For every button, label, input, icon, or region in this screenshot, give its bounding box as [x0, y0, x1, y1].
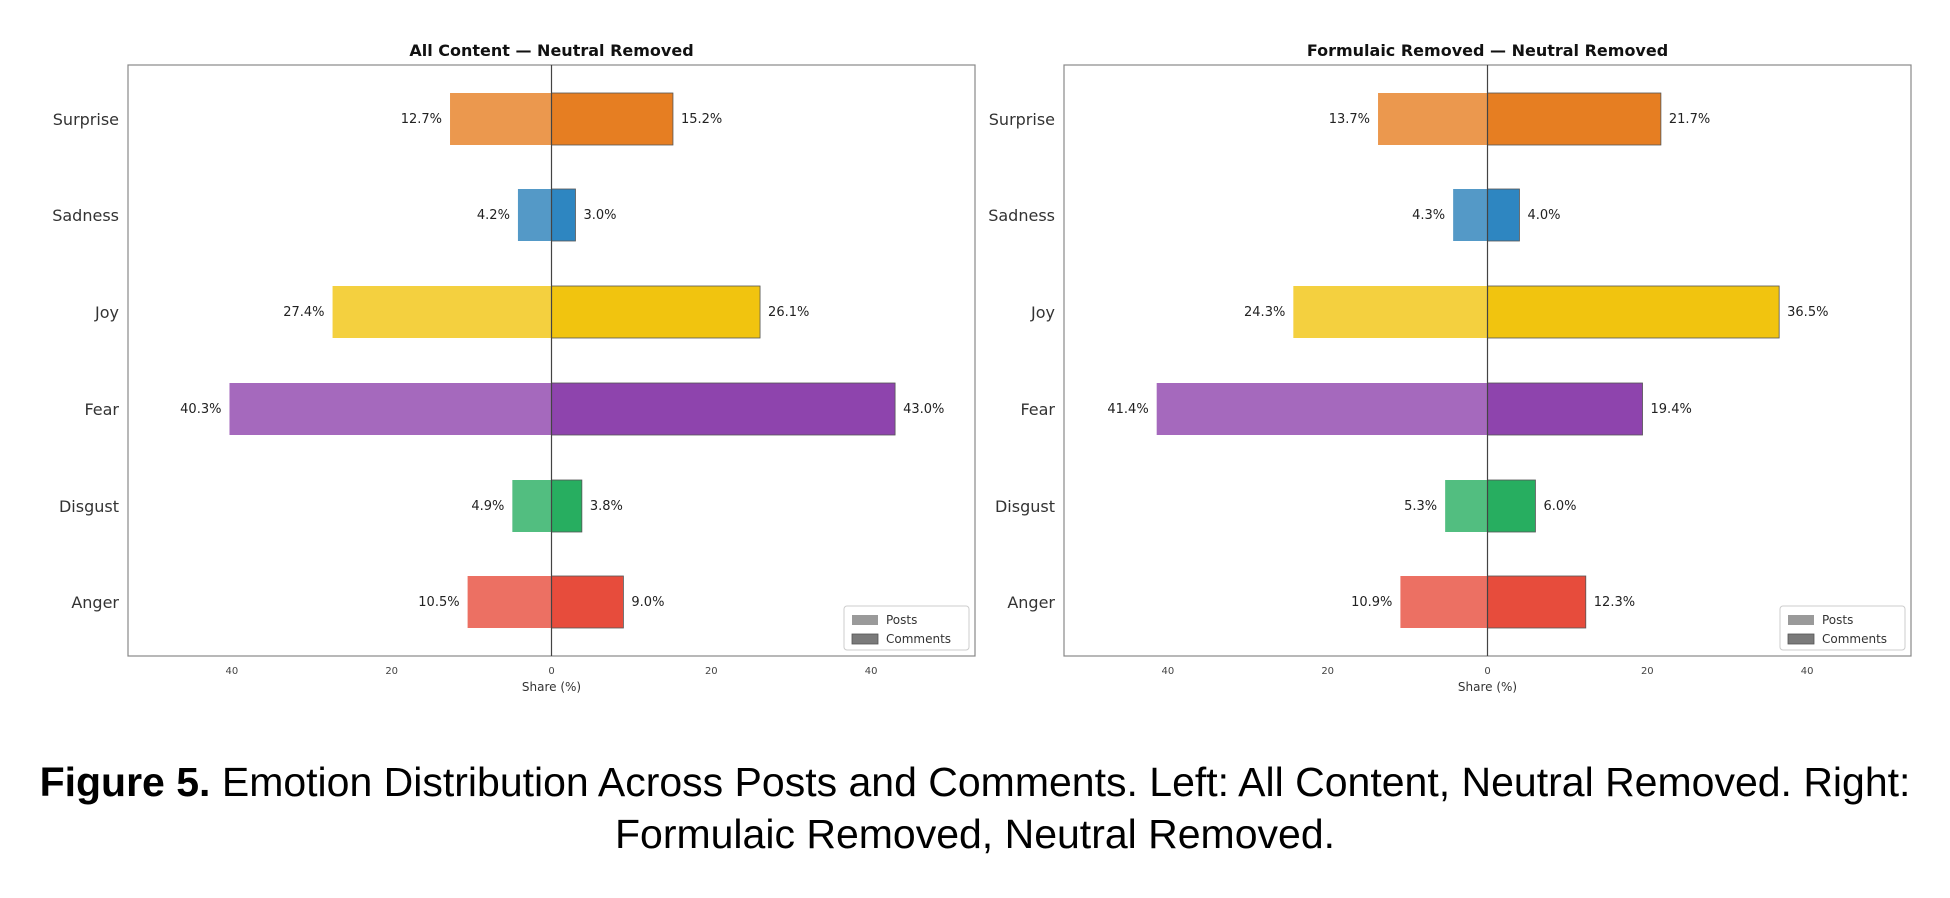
data-label-posts-fear: 41.4% [1107, 402, 1148, 417]
data-label-comments-surprise: 21.7% [1669, 112, 1710, 127]
data-label-posts-fear: 40.3% [180, 402, 221, 417]
chart-title: Formulaic Removed — Neutral Removed [1307, 41, 1668, 60]
bar-posts-disgust [512, 480, 552, 532]
caption-label: Figure 5. [39, 759, 211, 805]
bar-comments-anger [551, 575, 624, 629]
figure-charts: All Content — Neutral Removed 12.7% 15.2% S… [52, 41, 1912, 694]
legend-swatch-posts [852, 615, 878, 625]
data-label-posts-sadness: 4.2% [477, 208, 510, 223]
chart-panel-1: All Content — Neutral Removed 12.7% 15.2% S… [52, 41, 976, 694]
bar-posts-anger [1400, 576, 1488, 628]
data-label-comments-disgust: 6.0% [1543, 499, 1576, 514]
data-label-comments-sadness: 4.0% [1527, 208, 1560, 223]
y-tick-label-sadness: Sadness [988, 206, 1055, 225]
y-tick-label-anger: Anger [71, 593, 119, 612]
x-axis-label: Share (%) [1458, 680, 1517, 694]
y-tick-label-surprise: Surprise [989, 110, 1055, 129]
legend-label-posts: Posts [1822, 613, 1853, 627]
legend-label-comments: Comments [1822, 632, 1887, 646]
bar-comments-joy [551, 285, 761, 339]
legend-swatch-posts [1788, 615, 1814, 625]
data-label-posts-joy: 24.3% [1244, 305, 1285, 320]
x-tick-label: 40 [226, 666, 239, 677]
bar-comments-surprise [551, 92, 674, 146]
bar-posts-anger [467, 576, 552, 628]
x-tick-label: 20 [385, 666, 398, 677]
data-label-comments-joy: 26.1% [768, 305, 809, 320]
y-tick-label-disgust: Disgust [59, 497, 119, 516]
legend-swatch-comments [1787, 633, 1815, 645]
bar-comments-fear [551, 382, 896, 436]
bar-posts-surprise [450, 93, 552, 145]
legend: Posts Comments [1779, 605, 1906, 651]
bar-posts-sadness [517, 189, 552, 241]
y-tick-label-fear: Fear [1020, 400, 1055, 419]
x-tick-label: 40 [1162, 666, 1175, 677]
bar-posts-fear [229, 383, 552, 435]
bar-posts-surprise [1378, 93, 1488, 145]
y-tick-label-sadness: Sadness [52, 206, 119, 225]
data-label-comments-fear: 19.4% [1651, 402, 1692, 417]
bar-posts-disgust [1445, 480, 1488, 532]
data-label-posts-anger: 10.5% [418, 595, 459, 610]
data-label-posts-sadness: 4.3% [1412, 208, 1445, 223]
bar-comments-fear [1487, 382, 1643, 436]
x-tick-label: 40 [865, 666, 878, 677]
x-axis-label: Share (%) [522, 680, 581, 694]
legend-label-comments: Comments [886, 632, 951, 646]
y-tick-label-joy: Joy [94, 303, 119, 322]
data-label-posts-surprise: 12.7% [401, 112, 442, 127]
bar-comments-sadness [551, 188, 576, 242]
data-label-posts-surprise: 13.7% [1329, 112, 1370, 127]
y-tick-label-surprise: Surprise [53, 110, 119, 129]
data-label-posts-disgust: 4.9% [471, 499, 504, 514]
x-tick-label: 20 [1321, 666, 1334, 677]
x-tick-label: 0 [548, 666, 554, 677]
y-tick-label-joy: Joy [1030, 303, 1055, 322]
legend-swatch-comments [851, 633, 879, 645]
bar-comments-disgust [551, 479, 583, 533]
data-label-comments-disgust: 3.8% [590, 499, 623, 514]
bar-posts-fear [1156, 383, 1488, 435]
x-tick-label: 0 [1484, 666, 1490, 677]
data-label-posts-disgust: 5.3% [1404, 499, 1437, 514]
x-tick-label: 20 [705, 666, 718, 677]
bar-comments-joy [1487, 285, 1780, 339]
chart-panel-2: Formulaic Removed — Neutral Removed 13.7%… [988, 41, 1912, 694]
bar-comments-sadness [1487, 188, 1520, 242]
bar-posts-joy [1293, 286, 1488, 338]
legend-label-posts: Posts [886, 613, 917, 627]
y-tick-label-fear: Fear [84, 400, 119, 419]
data-label-comments-sadness: 3.0% [583, 208, 616, 223]
bar-comments-disgust [1487, 479, 1536, 533]
data-label-posts-anger: 10.9% [1351, 595, 1392, 610]
figure-caption: Figure 5. Emotion Distribution Across Po… [0, 756, 1950, 860]
data-label-comments-joy: 36.5% [1787, 305, 1828, 320]
bar-comments-anger [1487, 575, 1587, 629]
data-label-posts-joy: 27.4% [283, 305, 324, 320]
data-label-comments-anger: 9.0% [631, 595, 664, 610]
legend: Posts Comments [843, 605, 970, 651]
bar-posts-sadness [1453, 189, 1488, 241]
data-label-comments-fear: 43.0% [903, 402, 944, 417]
caption-text: Emotion Distribution Across Posts and Co… [221, 759, 1911, 857]
bar-posts-joy [332, 286, 552, 338]
data-label-comments-anger: 12.3% [1594, 595, 1635, 610]
y-tick-label-disgust: Disgust [995, 497, 1055, 516]
x-tick-label: 20 [1641, 666, 1654, 677]
bar-comments-surprise [1487, 92, 1662, 146]
y-tick-label-anger: Anger [1007, 593, 1055, 612]
chart-title: All Content — Neutral Removed [409, 41, 693, 60]
x-tick-label: 40 [1801, 666, 1814, 677]
data-label-comments-surprise: 15.2% [681, 112, 722, 127]
